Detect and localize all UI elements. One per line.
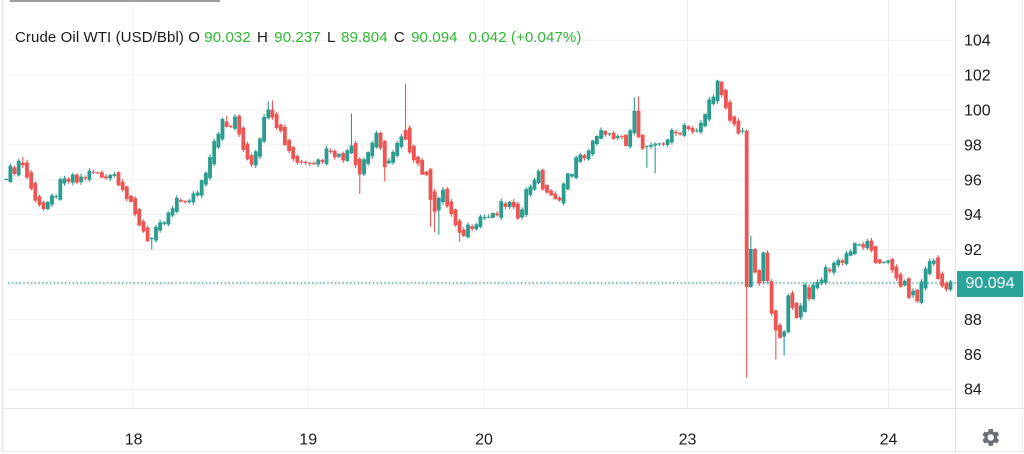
svg-text:94: 94 [964,207,982,224]
svg-text:92: 92 [964,242,982,259]
svg-text:98: 98 [964,137,982,154]
svg-text:100: 100 [964,103,991,120]
svg-text:88: 88 [964,312,982,329]
svg-text:20: 20 [475,431,493,448]
svg-text:84: 84 [964,382,982,399]
svg-text:24: 24 [880,431,898,448]
svg-text:23: 23 [679,431,697,448]
svg-text:86: 86 [964,347,982,364]
svg-text:104: 104 [964,33,991,50]
svg-text:96: 96 [964,172,982,189]
svg-text:102: 102 [964,68,991,85]
svg-text:18: 18 [125,431,143,448]
svg-text:19: 19 [299,431,317,448]
